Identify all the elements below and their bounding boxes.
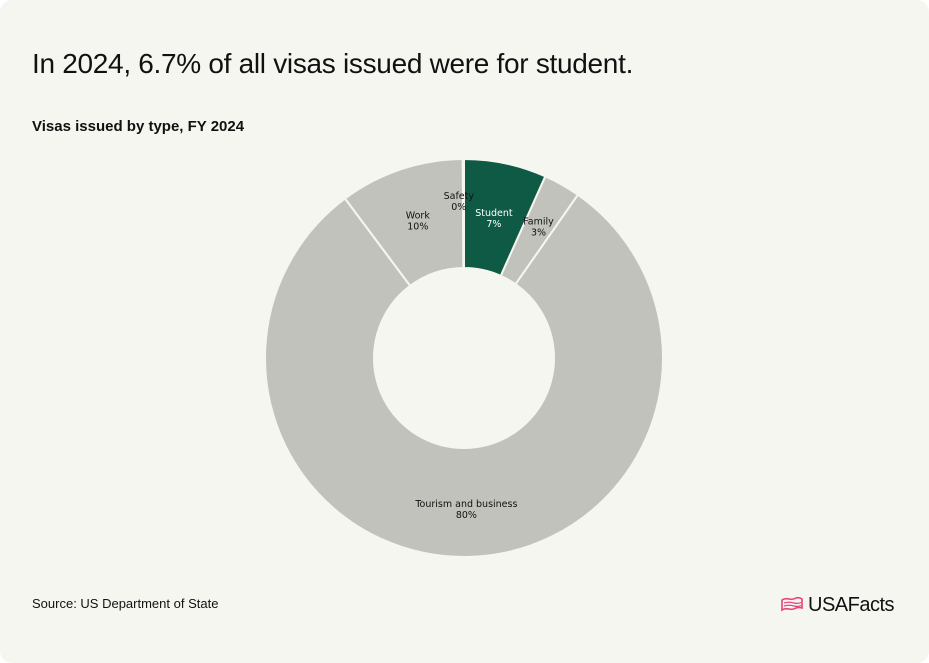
slice-name-work: Work [406,210,431,221]
slice-name-safety: Safety [444,191,475,202]
donut-slices [264,157,664,558]
slice-value-work: 10% [407,221,428,232]
slice-name-family: Family [523,216,554,227]
logo-text: USAFacts [808,593,895,616]
slice-name-tourism-and-business: Tourism and business [414,499,517,510]
headline: In 2024, 6.7% of all visas issued were f… [32,48,634,79]
slice-value-safety: 0% [451,202,466,213]
source-note: Source: US Department of State [32,596,219,611]
slice-name-student: Student [475,208,513,219]
us-map-flag-icon [781,596,803,612]
slice-tourism-and-business[interactable] [264,193,664,558]
slice-value-family: 3% [531,227,546,238]
slice-value-tourism-and-business: 80% [456,510,477,521]
usafacts-logo: USAFacts [780,592,895,618]
slice-value-student: 7% [486,219,501,230]
slice-safety[interactable] [461,157,465,270]
chart-title: Visas issued by type, FY 2024 [32,118,245,135]
